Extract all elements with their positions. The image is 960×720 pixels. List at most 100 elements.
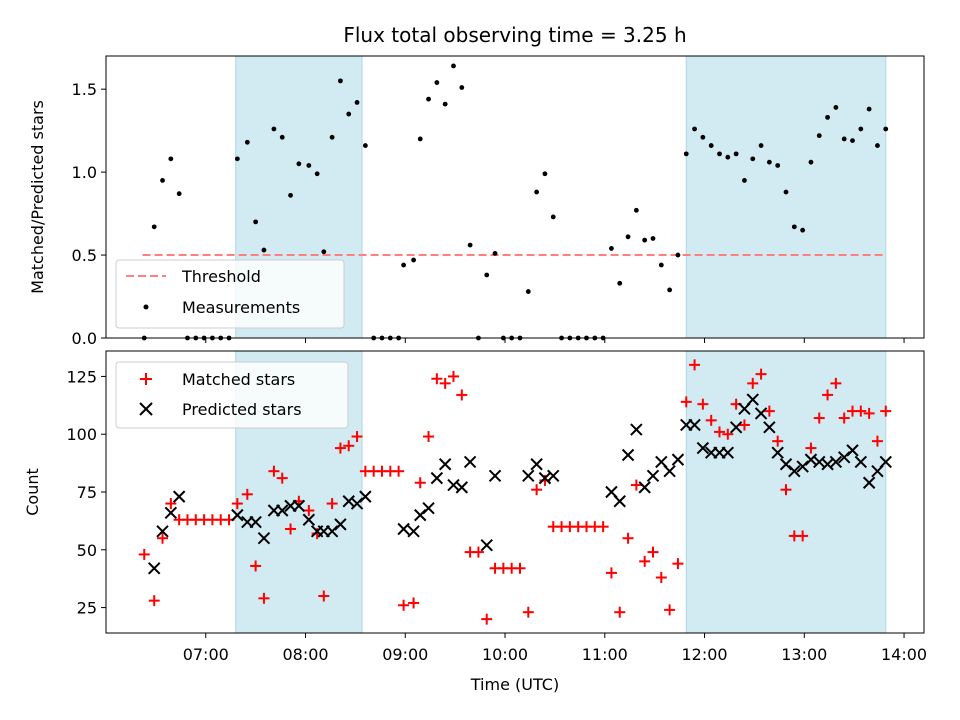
predicted-star-point: [302, 513, 316, 526]
predicted-star-point: [522, 469, 535, 483]
matched-star-point: [456, 389, 468, 401]
bottom-y-ticks: 25 50 75 100 125: [66, 367, 106, 618]
y-tick-label: 0.5: [72, 246, 97, 265]
matched-star-point: [614, 606, 626, 618]
matched-star-point: [531, 484, 543, 496]
measurement-point: [244, 139, 250, 145]
x-axis-label: Time (UTC): [470, 675, 559, 694]
matched-star-point: [838, 412, 850, 424]
measurement-point: [314, 171, 320, 177]
matched-star-point: [398, 599, 410, 611]
predicted-point-d2: [613, 495, 626, 508]
predicted-point-d2: [422, 501, 435, 515]
matched-star-point: [241, 488, 253, 500]
measurement-point: [306, 163, 312, 168]
predicted-star-point: [663, 464, 676, 478]
x-tick-label: 12:00: [681, 645, 727, 664]
measurement-point: [288, 192, 293, 198]
predicted-star-point: [671, 453, 685, 466]
measurement-point: [253, 219, 259, 225]
matched-star-point: [647, 546, 659, 558]
predicted-point-d2: [276, 504, 289, 517]
measurement-point: [542, 171, 548, 177]
measurement-point: [451, 63, 456, 69]
matched-star-point: [747, 377, 759, 389]
measurement-point: [261, 247, 267, 253]
predicted-point-d2: [721, 446, 735, 459]
y-tick-label: 0.0: [72, 329, 97, 348]
predicted-point-d2: [879, 455, 892, 469]
matched-star-point: [738, 419, 750, 431]
predicted-point-d2: [359, 490, 372, 503]
matched-star-point: [148, 595, 160, 607]
predicted-point-d2: [829, 455, 843, 469]
bottom-legend-box: [115, 361, 349, 429]
measurement-point: [411, 257, 416, 263]
matched-star-point: [276, 472, 288, 484]
predicted-star-point: [621, 448, 635, 462]
predicted-star-point: [164, 506, 178, 520]
x-tick-label: 09:00: [382, 645, 428, 664]
predicted-point-d2: [821, 458, 834, 471]
measurement-point: [459, 85, 465, 90]
y-tick-label: 75: [77, 483, 97, 502]
measurement-point: [426, 96, 431, 102]
matched-star-point: [414, 477, 426, 489]
predicted-point-d2: [530, 458, 543, 471]
matched-star-point: [250, 560, 262, 572]
matched-star-point: [439, 377, 451, 389]
measurement-point: [758, 143, 764, 148]
predicted-point-d2: [854, 455, 868, 469]
predicted-star-point: [879, 455, 892, 469]
matched-star-point: [755, 368, 767, 380]
predicted-point-d2: [746, 393, 759, 406]
measurement-point: [625, 234, 631, 240]
predicted-star-point: [688, 418, 701, 432]
matched-star-point: [863, 407, 875, 419]
measurements-legend-swatch: [143, 304, 149, 310]
matched-legend-label: Matched stars: [182, 370, 295, 389]
top-legend-box: [115, 259, 345, 329]
predicted-star-point: [862, 476, 876, 489]
matched-star-point: [664, 604, 676, 616]
measurement-point: [692, 126, 697, 132]
predicted-star-point: [630, 423, 643, 436]
predicted-point-d2: [334, 518, 347, 531]
x-tick-label: 14:00: [881, 645, 927, 664]
predicted-star-point: [763, 421, 776, 434]
measurement-point: [417, 136, 423, 142]
top-axes-frame: [105, 55, 925, 339]
measurement-point: [833, 105, 839, 110]
predicted-point-d2: [522, 469, 535, 483]
matched-star-point: [423, 431, 435, 443]
matched-star-point: [830, 377, 842, 389]
y-tick-label: 1.0: [72, 163, 97, 182]
measurement-point: [675, 252, 681, 258]
predicted-point-d2: [846, 444, 859, 457]
measurement-point: [742, 178, 747, 183]
measurement-point: [525, 289, 531, 294]
predicted-point-d2: [655, 455, 668, 469]
count-points: [138, 359, 892, 625]
predicted-point-d2: [488, 469, 502, 483]
measurement-point: [875, 143, 880, 148]
predicted-point-d2: [547, 469, 560, 483]
measurement-point: [650, 236, 656, 241]
matched-star-point: [630, 479, 642, 491]
predicted-star-point: [729, 421, 743, 434]
measurement-point: [866, 106, 872, 112]
y-tick-label: 100: [66, 425, 97, 444]
y-tick-label: 125: [66, 367, 97, 386]
measurement-point: [321, 249, 327, 255]
measurement-point: [467, 242, 473, 248]
predicted-point-d2: [754, 407, 768, 420]
predicted-star-point: [463, 455, 477, 469]
measurement-point: [783, 189, 789, 195]
matched-star-point: [447, 370, 459, 382]
predicted-star-point: [249, 515, 262, 529]
measurement-point: [850, 138, 855, 144]
x-tick-label: 08:00: [282, 645, 328, 664]
matched-star-point: [697, 398, 709, 410]
measurement-point: [775, 163, 781, 168]
